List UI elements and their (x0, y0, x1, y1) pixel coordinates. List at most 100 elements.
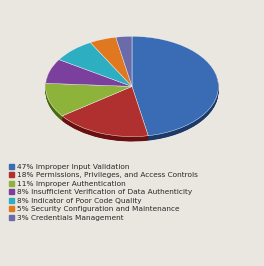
Wedge shape (46, 63, 132, 90)
Wedge shape (90, 37, 132, 86)
Wedge shape (62, 88, 148, 138)
Wedge shape (46, 62, 132, 89)
Wedge shape (59, 45, 132, 89)
Wedge shape (46, 63, 132, 90)
Wedge shape (46, 64, 132, 91)
Wedge shape (116, 37, 132, 87)
Wedge shape (59, 44, 132, 88)
Wedge shape (116, 40, 132, 90)
Wedge shape (132, 40, 218, 139)
Wedge shape (46, 60, 132, 87)
Wedge shape (62, 91, 148, 142)
Wedge shape (132, 38, 218, 138)
Wedge shape (132, 41, 218, 141)
Wedge shape (62, 87, 148, 137)
Wedge shape (62, 88, 148, 138)
Wedge shape (116, 41, 132, 91)
Wedge shape (46, 63, 132, 90)
Wedge shape (46, 88, 132, 120)
Wedge shape (46, 88, 132, 121)
Wedge shape (46, 61, 132, 88)
Wedge shape (46, 85, 132, 118)
Wedge shape (46, 60, 132, 87)
Wedge shape (46, 60, 132, 86)
Wedge shape (46, 84, 132, 116)
Wedge shape (46, 85, 132, 118)
Wedge shape (132, 40, 218, 140)
Wedge shape (90, 42, 132, 91)
Wedge shape (132, 40, 218, 140)
Wedge shape (59, 43, 132, 87)
Wedge shape (62, 88, 148, 138)
Wedge shape (116, 36, 132, 86)
Wedge shape (90, 41, 132, 91)
Wedge shape (46, 62, 132, 89)
Wedge shape (132, 37, 218, 136)
Wedge shape (46, 83, 132, 116)
Wedge shape (90, 40, 132, 90)
Wedge shape (132, 41, 218, 140)
Wedge shape (46, 64, 132, 91)
Wedge shape (90, 38, 132, 88)
Wedge shape (59, 44, 132, 88)
Wedge shape (46, 88, 132, 120)
Wedge shape (62, 91, 148, 141)
Wedge shape (62, 87, 148, 137)
Wedge shape (116, 40, 132, 90)
Wedge shape (116, 38, 132, 88)
Wedge shape (62, 90, 148, 140)
Wedge shape (132, 36, 218, 136)
Wedge shape (90, 39, 132, 88)
Wedge shape (46, 87, 132, 119)
Wedge shape (62, 90, 148, 140)
Wedge shape (46, 61, 132, 88)
Wedge shape (46, 84, 132, 117)
Wedge shape (132, 39, 218, 139)
Wedge shape (59, 47, 132, 91)
Wedge shape (46, 87, 132, 120)
Wedge shape (46, 61, 132, 88)
Wedge shape (62, 89, 148, 139)
Wedge shape (59, 43, 132, 87)
Wedge shape (59, 46, 132, 90)
Wedge shape (116, 38, 132, 89)
Wedge shape (62, 91, 148, 141)
Wedge shape (46, 62, 132, 89)
Wedge shape (46, 85, 132, 117)
Wedge shape (116, 37, 132, 88)
Wedge shape (90, 40, 132, 89)
Wedge shape (46, 64, 132, 91)
Wedge shape (46, 86, 132, 119)
Wedge shape (59, 47, 132, 91)
Wedge shape (46, 84, 132, 117)
Wedge shape (132, 38, 218, 137)
Wedge shape (90, 41, 132, 90)
Wedge shape (59, 43, 132, 86)
Wedge shape (90, 38, 132, 87)
Wedge shape (90, 42, 132, 91)
Wedge shape (90, 38, 132, 87)
Legend: 47% Improper Input Validation, 18% Permissions, Privileges, and Access Controls,: 47% Improper Input Validation, 18% Permi… (9, 164, 198, 221)
Wedge shape (116, 39, 132, 89)
Wedge shape (59, 46, 132, 90)
Wedge shape (116, 39, 132, 89)
Wedge shape (59, 47, 132, 91)
Wedge shape (46, 86, 132, 118)
Wedge shape (116, 41, 132, 91)
Wedge shape (116, 37, 132, 87)
Wedge shape (59, 45, 132, 89)
Wedge shape (116, 38, 132, 88)
Wedge shape (62, 89, 148, 139)
Wedge shape (90, 40, 132, 89)
Wedge shape (59, 44, 132, 88)
Wedge shape (59, 45, 132, 89)
Wedge shape (62, 90, 148, 140)
Wedge shape (90, 39, 132, 88)
Wedge shape (62, 89, 148, 139)
Wedge shape (90, 41, 132, 90)
Wedge shape (132, 37, 218, 136)
Wedge shape (62, 86, 148, 136)
Wedge shape (90, 39, 132, 89)
Wedge shape (116, 39, 132, 90)
Wedge shape (59, 46, 132, 90)
